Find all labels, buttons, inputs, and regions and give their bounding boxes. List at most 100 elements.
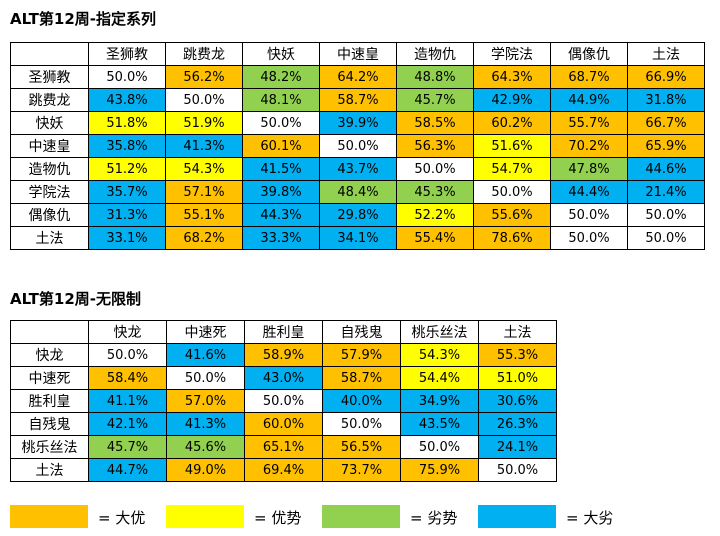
cell: 50.0% <box>242 111 320 135</box>
cell: 43.0% <box>244 366 323 390</box>
cell: 44.7% <box>88 458 167 482</box>
cell: 21.4% <box>627 180 705 204</box>
cell: 26.3% <box>478 412 557 436</box>
cell: 50.0% <box>550 226 628 250</box>
cell: 45.7% <box>88 435 167 459</box>
row: 圣狮教 50.0% 56.2% 48.2% 64.2% 48.8% 64.3% 68.7% 66… <box>10 65 705 89</box>
cell: 56.5% <box>322 435 401 459</box>
cell: 41.5% <box>242 157 320 181</box>
cell: 48.8% <box>396 65 474 89</box>
row-header: 跳费龙 <box>10 88 89 112</box>
cell: 54.7% <box>473 157 551 181</box>
column-header: 偶像仇 <box>550 42 628 66</box>
cell: 66.7% <box>627 111 705 135</box>
cell: 56.2% <box>165 65 243 89</box>
cell: 51.0% <box>478 366 557 390</box>
cell: 35.8% <box>88 134 166 158</box>
cell: 58.7% <box>322 366 401 390</box>
column-header: 学院法 <box>473 42 551 66</box>
cell: 78.6% <box>473 226 551 250</box>
column-header: 土法 <box>627 42 705 66</box>
cell: 50.0% <box>627 226 705 250</box>
column-header: 快龙 <box>88 320 167 344</box>
cell: 73.7% <box>322 458 401 482</box>
cell: 58.4% <box>88 366 167 390</box>
row-header: 土法 <box>10 458 89 482</box>
cell: 58.5% <box>396 111 474 135</box>
row-header: 桃乐丝法 <box>10 435 89 459</box>
cell: 50.0% <box>319 134 397 158</box>
cell: 64.2% <box>319 65 397 89</box>
column-header: 桃乐丝法 <box>400 320 479 344</box>
cell: 50.0% <box>88 343 167 367</box>
legend-swatch <box>10 505 88 528</box>
row: 中速皇 35.8% 41.3% 60.1% 50.0% 56.3% 51.6% 70.2% 65… <box>10 134 705 158</box>
corner-cell <box>10 320 89 344</box>
cell: 34.9% <box>400 389 479 413</box>
column-header: 中速死 <box>166 320 245 344</box>
column-header: 圣狮教 <box>88 42 166 66</box>
cell: 75.9% <box>400 458 479 482</box>
table-title: ALT第12周-指定系列 <box>10 10 157 28</box>
column-header: 自残鬼 <box>322 320 401 344</box>
cell: 52.2% <box>396 203 474 227</box>
cell: 54.4% <box>400 366 479 390</box>
cell: 47.8% <box>550 157 628 181</box>
cell: 55.1% <box>165 203 243 227</box>
cell: 65.9% <box>627 134 705 158</box>
cell: 48.2% <box>242 65 320 89</box>
column-header: 快妖 <box>242 42 320 66</box>
row: 快龙 50.0% 41.6% 58.9% 57.9% 54.3% 55.3% <box>10 343 557 367</box>
legend-label: = 大优 <box>98 509 146 527</box>
column-header: 胜利皇 <box>244 320 323 344</box>
row-header: 土法 <box>10 226 89 250</box>
cell: 50.0% <box>166 366 245 390</box>
column-header: 造物仇 <box>396 42 474 66</box>
cell: 40.0% <box>322 389 401 413</box>
cell: 42.1% <box>88 412 167 436</box>
cell: 50.0% <box>244 389 323 413</box>
cell: 55.7% <box>550 111 628 135</box>
cell: 69.4% <box>244 458 323 482</box>
cell: 50.0% <box>473 180 551 204</box>
legend-swatch <box>322 505 400 528</box>
cell: 54.3% <box>400 343 479 367</box>
row-header: 中速死 <box>10 366 89 390</box>
cell: 58.9% <box>244 343 323 367</box>
row: 土法 33.1% 68.2% 33.3% 34.1% 55.4% 78.6% 50.0% 50.… <box>10 226 705 250</box>
cell: 29.8% <box>319 203 397 227</box>
cell: 66.9% <box>627 65 705 89</box>
row-header: 造物仇 <box>10 157 89 181</box>
cell: 44.9% <box>550 88 628 112</box>
legend-swatch <box>478 505 556 528</box>
table: 圣狮教 跳费龙 快妖 中速皇 造物仇 学院法 偶像仇 土法 圣狮教 50.0% 56.2% 48.2%… <box>10 42 705 250</box>
cell: 49.0% <box>166 458 245 482</box>
cell: 44.4% <box>550 180 628 204</box>
cell: 50.0% <box>165 88 243 112</box>
cell: 43.5% <box>400 412 479 436</box>
cell: 45.7% <box>396 88 474 112</box>
row: 土法 44.7% 49.0% 69.4% 73.7% 75.9% 50.0% <box>10 458 557 482</box>
cell: 39.9% <box>319 111 397 135</box>
legend-label: = 大劣 <box>566 509 614 527</box>
row-header: 快龙 <box>10 343 89 367</box>
column-header: 跳费龙 <box>165 42 243 66</box>
cell: 50.0% <box>627 203 705 227</box>
cell: 41.1% <box>88 389 167 413</box>
row: 学院法 35.7% 57.1% 39.8% 48.4% 45.3% 50.0% 44.4% 21… <box>10 180 705 204</box>
cell: 39.8% <box>242 180 320 204</box>
corner-cell <box>10 42 89 66</box>
cell: 55.6% <box>473 203 551 227</box>
row: 跳费龙 43.8% 50.0% 48.1% 58.7% 45.7% 42.9% 44.9% 31… <box>10 88 705 112</box>
row: 胜利皇 41.1% 57.0% 50.0% 40.0% 34.9% 30.6% <box>10 389 557 413</box>
cell: 34.1% <box>319 226 397 250</box>
cell: 41.3% <box>166 412 245 436</box>
cell: 51.2% <box>88 157 166 181</box>
column-header: 土法 <box>478 320 557 344</box>
cell: 65.1% <box>244 435 323 459</box>
row: 中速死 58.4% 50.0% 43.0% 58.7% 54.4% 51.0% <box>10 366 557 390</box>
legend-label: = 优势 <box>254 509 302 527</box>
cell: 60.0% <box>244 412 323 436</box>
row: 自残鬼 42.1% 41.3% 60.0% 50.0% 43.5% 26.3% <box>10 412 557 436</box>
